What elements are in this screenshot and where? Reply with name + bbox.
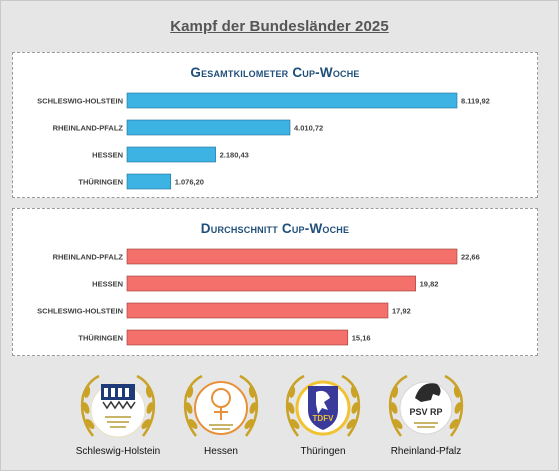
- bar: [126, 248, 458, 265]
- svg-text:TDFV: TDFV: [313, 414, 335, 423]
- bar: [126, 173, 172, 190]
- category-label: THÜRINGEN: [78, 334, 123, 343]
- data-label: 22,66: [461, 253, 480, 262]
- data-label: 17,92: [392, 307, 411, 316]
- chart-panel-average: Durchschnitt Cup-Woche RHEINLAND-PFALZ 22…: [12, 208, 538, 356]
- bar-chart-average: RHEINLAND-PFALZ 22,66 HESSEN 19,82 SCHLESWIG…: [37, 248, 480, 346]
- chart-title: Durchschnitt Cup-Woche: [200, 221, 350, 236]
- category-label: HESSEN: [92, 280, 123, 289]
- bar: [126, 92, 458, 109]
- page-title: Kampf der Bundesländer 2025: [170, 18, 389, 35]
- data-label: 2.180,43: [220, 151, 249, 160]
- bar: [126, 119, 291, 136]
- logo-label: Thüringen: [300, 446, 346, 457]
- data-label: 15,16: [352, 334, 371, 343]
- data-label: 8.119,92: [461, 97, 490, 106]
- bar: [126, 329, 349, 346]
- horse-shield-crest-icon: TDFV: [278, 368, 368, 448]
- category-label: SCHLESWIG-HOLSTEIN: [37, 307, 123, 316]
- state-logos-row: Schleswig-Holstein Hessen: [0, 368, 559, 471]
- category-label: RHEINLAND-PFALZ: [53, 124, 124, 133]
- category-label: THÜRINGEN: [78, 178, 123, 187]
- category-label: RHEINLAND-PFALZ: [53, 253, 124, 262]
- bar: [126, 302, 389, 319]
- bar-chart-total-km: SCHLESWIG-HOLSTEIN 8.119,92 RHEINLAND-PFAL…: [37, 92, 490, 190]
- category-label: SCHLESWIG-HOLSTEIN: [37, 97, 123, 106]
- data-label: 4.010,72: [294, 124, 323, 133]
- bar: [126, 146, 216, 163]
- logo-label: Hessen: [204, 446, 238, 457]
- data-label: 19,82: [420, 280, 439, 289]
- logo-label: Schleswig-Holstein: [75, 446, 161, 457]
- chart-title: Gesamtkilometer Cup-Woche: [190, 65, 360, 80]
- category-label: HESSEN: [92, 151, 123, 160]
- castle-gates-crest-icon: [73, 368, 163, 448]
- chart-panel-total-km: Gesamtkilometer Cup-Woche SCHLESWIG-HOLS…: [12, 52, 538, 198]
- rider-figure-crest-icon: [176, 368, 266, 448]
- logo-label: Rheinland-Pfalz: [390, 446, 462, 457]
- horse-head-crest-icon: PSV RP: [381, 368, 471, 448]
- bar: [126, 275, 416, 292]
- svg-text:PSV RP: PSV RP: [409, 407, 442, 417]
- data-label: 1.076,20: [175, 178, 204, 187]
